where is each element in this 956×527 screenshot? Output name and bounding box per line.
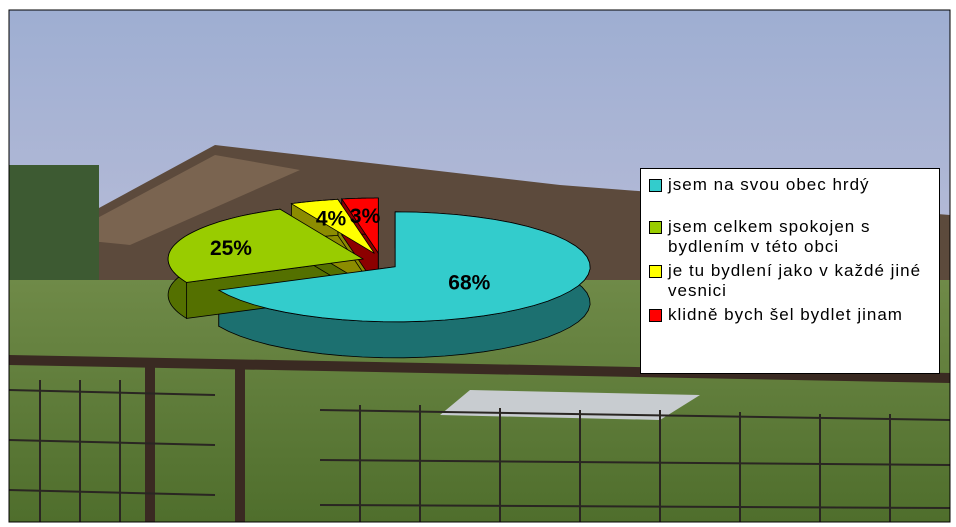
legend-label: jsem celkem spokojen s bydlením v této o…	[668, 217, 871, 256]
legend-item: klidně bych šel bydlet jinam	[649, 305, 933, 325]
slice	[341, 197, 379, 255]
legend: jsem na svou obec hrdý jsem celkem spokoj…	[640, 168, 940, 374]
legend-swatch	[649, 179, 662, 192]
value-label: 4%	[316, 207, 347, 230]
legend-item: je tu bydlení jako v každé jiné vesnici	[649, 261, 933, 301]
slice-tops	[167, 197, 591, 323]
legend-item: jsem celkem spokojen s bydlením v této o…	[649, 217, 933, 257]
legend-label: klidně bych šel bydlet jinam	[668, 305, 903, 324]
slice	[167, 208, 365, 283]
legend-swatch	[649, 221, 662, 234]
legend-label: jsem na svou obec hrdý	[668, 175, 870, 194]
slice	[290, 198, 375, 254]
slice	[217, 211, 591, 323]
value-label: 3%	[350, 205, 381, 228]
legend-label: je tu bydlení jako v každé jiné vesnici	[668, 261, 922, 300]
value-label: 25%	[210, 237, 252, 260]
legend-swatch	[649, 309, 662, 322]
legend-swatch	[649, 265, 662, 278]
value-label: 68%	[448, 272, 490, 295]
legend-item: jsem na svou obec hrdý	[649, 175, 933, 195]
